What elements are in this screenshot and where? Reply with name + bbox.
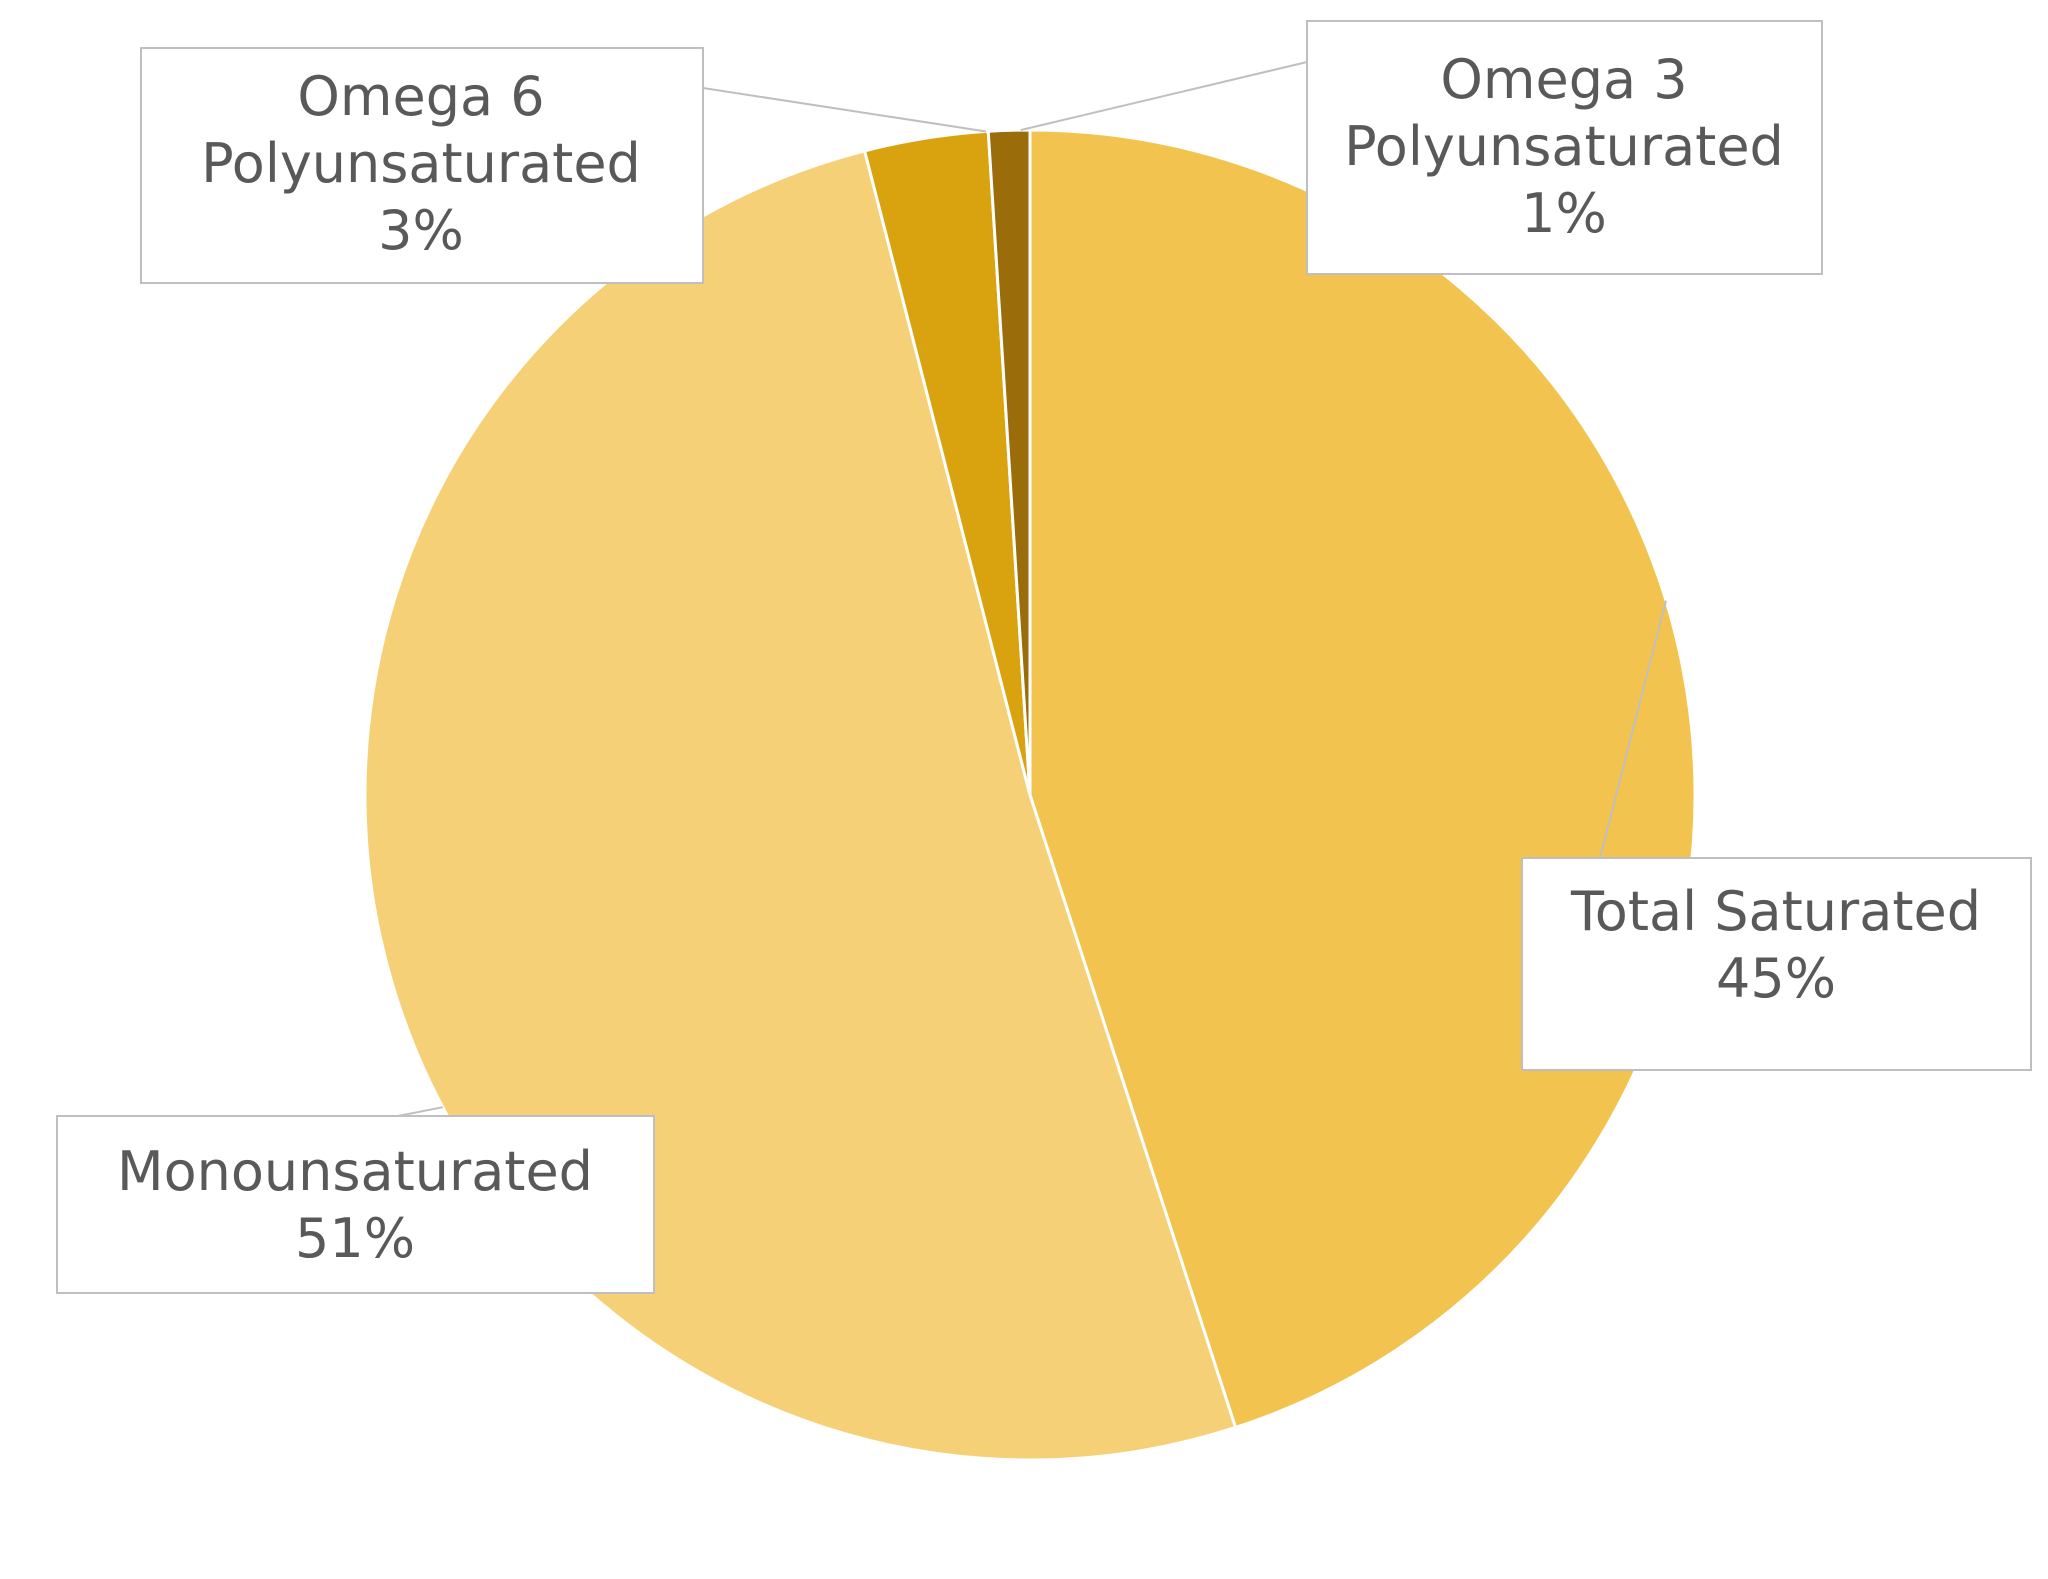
data-label: Monounsaturated 51% xyxy=(117,1140,593,1270)
data-label-box xyxy=(1306,20,1823,275)
data-label-category: Polyunsaturated xyxy=(1344,115,1784,178)
leader-line xyxy=(1020,61,1308,132)
leader-lines-layer xyxy=(397,61,1667,1117)
data-label-box xyxy=(56,1115,655,1294)
data-label: Omega 3 Polyunsaturated 1% xyxy=(1344,48,1784,245)
data-label-category: Total Saturated xyxy=(1570,880,1981,943)
data-label-box xyxy=(1521,857,2032,1071)
data-label-category: Polyunsaturated xyxy=(201,132,641,195)
data-label-box xyxy=(140,47,704,284)
callouts-layer: Total Saturated 45% Monounsaturated 51% Omeg… xyxy=(56,20,2032,1294)
data-label: Omega 6 Polyunsaturated 3% xyxy=(201,65,641,262)
pie-slice-omega-3 xyxy=(986,128,1032,796)
data-label-category: Omega 3 xyxy=(1440,48,1687,111)
data-label-percent: 45% xyxy=(1716,947,1836,1010)
leader-line xyxy=(702,87,987,133)
data-label-category: Omega 6 xyxy=(297,65,544,128)
data-label: Total Saturated 45% xyxy=(1570,880,1981,1010)
data-label-percent: 1% xyxy=(1521,182,1607,245)
data-label-percent: 3% xyxy=(378,199,464,262)
leader-line xyxy=(397,1106,444,1117)
leader-line xyxy=(1599,600,1667,859)
data-label-percent: 51% xyxy=(295,1207,415,1270)
data-label-category: Monounsaturated xyxy=(117,1140,593,1203)
